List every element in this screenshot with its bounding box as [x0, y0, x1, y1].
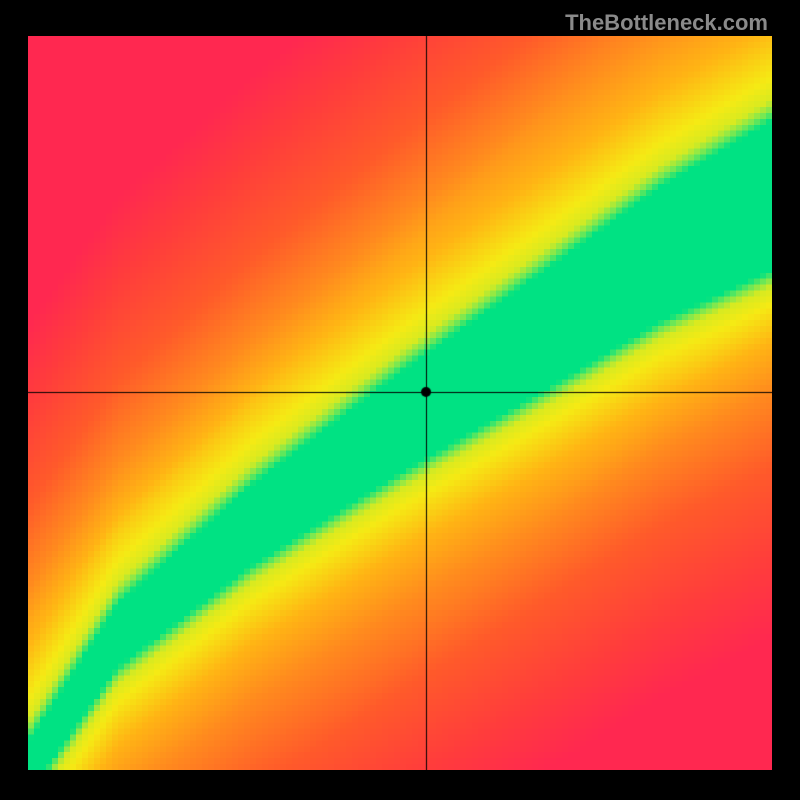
chart-container: TheBottleneck.com — [0, 0, 800, 800]
crosshair-overlay — [28, 36, 772, 770]
watermark-text: TheBottleneck.com — [565, 10, 768, 36]
